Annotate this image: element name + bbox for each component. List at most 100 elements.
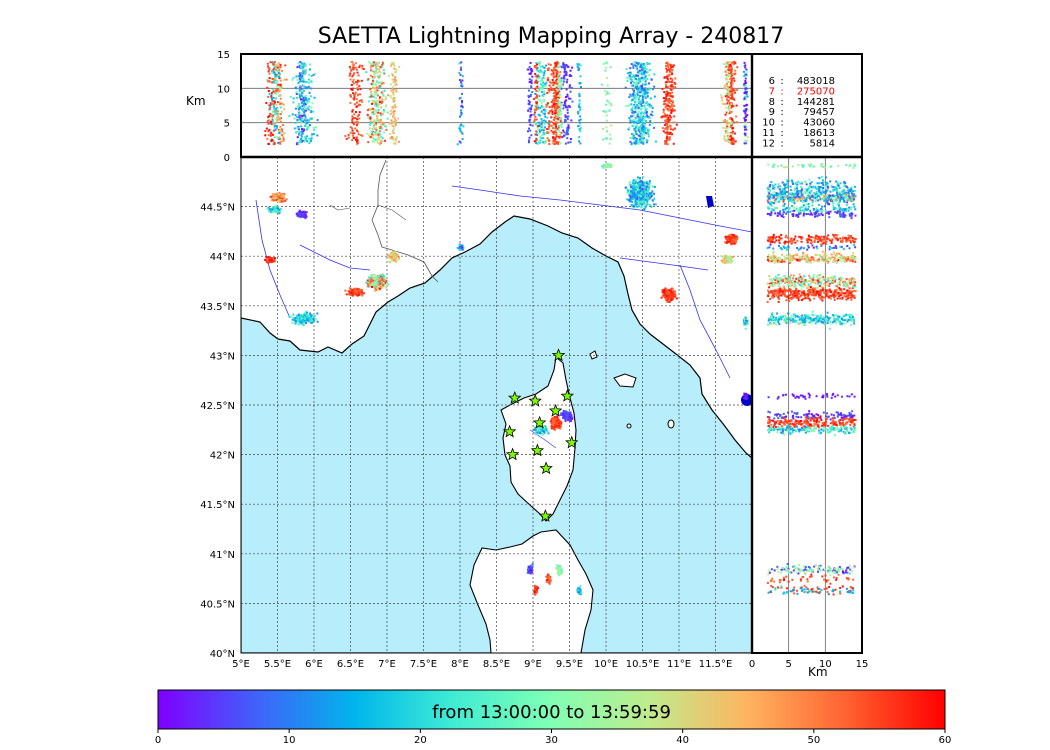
lightning-source-point bbox=[527, 567, 530, 570]
lightning-source-point bbox=[632, 189, 635, 192]
altitude-source-point bbox=[726, 125, 729, 128]
altitude-source-point bbox=[561, 136, 564, 139]
altitude-source-point bbox=[734, 62, 737, 65]
star-icon bbox=[528, 393, 542, 407]
lightning-source-point bbox=[379, 278, 382, 281]
altitude-source-point bbox=[383, 131, 386, 134]
altitude-source-point bbox=[563, 65, 566, 68]
altitude-source-point bbox=[723, 63, 726, 66]
lightning-source-point bbox=[550, 417, 553, 420]
altitude-source-point bbox=[273, 71, 276, 74]
altitude-source-point bbox=[372, 126, 375, 129]
altitude-source-point bbox=[394, 142, 397, 145]
lma-stations bbox=[502, 348, 579, 522]
lightning-source-point bbox=[636, 182, 639, 185]
lightning-source-point bbox=[367, 281, 370, 284]
altitude-source-point bbox=[361, 67, 364, 70]
altitude-source-point bbox=[557, 135, 560, 138]
altitude-source-point bbox=[309, 140, 312, 143]
altitude-source-point bbox=[729, 132, 732, 135]
altitude-source-point bbox=[389, 133, 392, 136]
altitude-source-point bbox=[459, 123, 462, 126]
altitude-source-point bbox=[665, 84, 668, 87]
altitude-source-point bbox=[633, 89, 636, 92]
lightning-source-point bbox=[634, 178, 637, 181]
lightning-source-point bbox=[391, 258, 394, 261]
altitude-source-point bbox=[371, 86, 374, 89]
altitude-source-point bbox=[638, 101, 641, 104]
altitude-source-point bbox=[298, 116, 301, 119]
altitude-source-point bbox=[390, 62, 393, 65]
altitude-source-point bbox=[398, 65, 401, 68]
lightning-source-point bbox=[389, 260, 392, 263]
altitude-source-point bbox=[550, 109, 553, 112]
altitude-source-point bbox=[345, 137, 348, 140]
lat-tick-label: 41.5°N bbox=[200, 500, 235, 511]
altitude-source-point bbox=[562, 80, 565, 83]
altitude-source-point bbox=[645, 131, 648, 134]
lightning-source-point bbox=[356, 291, 359, 294]
altitude-source-point bbox=[643, 122, 646, 125]
lightning-source-point bbox=[630, 198, 633, 201]
altitude-source-point bbox=[559, 135, 562, 138]
altitude-source-point bbox=[668, 67, 671, 70]
altitude-source-point bbox=[301, 132, 304, 135]
altitude-source-point bbox=[369, 108, 372, 111]
altitude-source-point bbox=[731, 92, 734, 95]
altitude-source-point bbox=[380, 140, 383, 143]
lightning-source-point bbox=[645, 181, 648, 184]
lon-tick-label: 11.5°E bbox=[699, 659, 733, 670]
lightning-source-point bbox=[379, 282, 382, 285]
altitude-source-point bbox=[731, 126, 734, 129]
altitude-source-point bbox=[634, 85, 637, 88]
altitude-source-point bbox=[269, 61, 272, 64]
altitude-source-point bbox=[370, 69, 373, 72]
map-grid bbox=[241, 157, 752, 653]
lightning-source-point bbox=[665, 296, 668, 299]
altitude-source-point bbox=[376, 134, 379, 137]
lightning-source-point bbox=[579, 585, 582, 588]
lightning-source-point bbox=[282, 200, 285, 203]
altitude-source-point bbox=[671, 71, 674, 74]
lightning-source-point bbox=[310, 315, 313, 318]
altitude-source-point bbox=[267, 134, 270, 137]
altitude-source-point bbox=[726, 88, 729, 91]
altitude-source-point bbox=[648, 62, 651, 65]
altitude-source-point bbox=[631, 106, 634, 109]
altitude-source-point bbox=[358, 99, 361, 102]
altitude-source-point bbox=[634, 111, 637, 114]
lightning-source-point bbox=[369, 276, 372, 279]
altitude-source-point bbox=[635, 74, 638, 77]
altitude-source-point bbox=[724, 119, 727, 122]
lightning-source-point bbox=[534, 587, 537, 590]
altitude-source-point bbox=[563, 70, 566, 73]
altitude-source-point bbox=[640, 124, 643, 127]
altitude-source-point bbox=[637, 110, 640, 113]
altitude-source-point bbox=[271, 118, 274, 121]
lightning-source-point bbox=[378, 287, 381, 290]
altitude-source-point bbox=[270, 114, 273, 117]
altitude-source-point bbox=[745, 93, 748, 96]
altitude-source-point bbox=[302, 78, 305, 81]
altitude-source-point bbox=[729, 125, 732, 128]
lightning-source-point bbox=[634, 204, 637, 207]
altitude-source-point bbox=[371, 111, 374, 114]
altitude-source-point bbox=[302, 80, 305, 83]
altitude-source-point bbox=[632, 75, 635, 78]
altitude-source-point bbox=[357, 93, 360, 96]
altitude-source-point bbox=[278, 90, 281, 93]
altitude-source-point bbox=[631, 84, 634, 87]
altitude-source-point bbox=[350, 88, 353, 91]
altitude-source-point bbox=[274, 75, 277, 78]
altitude-source-point bbox=[268, 115, 271, 118]
altitude-source-point bbox=[641, 133, 644, 136]
altitude-source-point bbox=[600, 83, 603, 86]
altitude-source-point bbox=[380, 114, 383, 117]
altitude-source-point bbox=[372, 140, 375, 143]
altitude-source-point bbox=[724, 127, 727, 130]
lightning-source-point bbox=[380, 274, 383, 277]
lightning-source-point bbox=[569, 411, 572, 414]
altitude-source-point bbox=[639, 91, 642, 94]
altitude-source-point bbox=[645, 78, 648, 81]
altitude-source-point bbox=[392, 91, 395, 94]
